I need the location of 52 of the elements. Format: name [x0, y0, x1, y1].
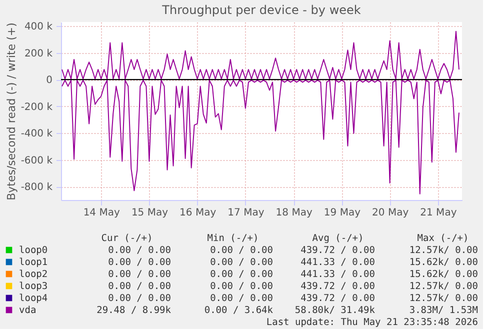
text: 58.80k/ 31.49k [294, 305, 376, 316]
text: 0.00 / 0.00 [210, 257, 274, 268]
y-tick-label: -600 k [20, 155, 53, 166]
y-tick-label: -200 k [20, 102, 53, 113]
text: 439.72 / 0.00 [300, 293, 376, 304]
y-tick-label: 400 k [24, 22, 53, 33]
text: 0.00 / 3.64k [204, 305, 274, 316]
y-tick-label: -800 k [20, 182, 53, 194]
text: 439.72 / 0.00 [300, 245, 376, 256]
text: 0.00 / 0.00 [108, 257, 172, 268]
text: 29.48 / 8.99k [96, 305, 172, 316]
y-tick-label: 0 [46, 75, 52, 86]
text: Max (-/+) [417, 233, 469, 244]
text: Avg (-/+) [312, 233, 364, 244]
text: 12.57k/ 0.00 [409, 281, 478, 292]
text: Last update: Thu May 21 23:35:48 2026 [266, 317, 478, 328]
legend-label: loop1 [19, 257, 48, 268]
text: 15.62k/ 0.00 [409, 269, 478, 280]
text: 12.57k/ 0.00 [409, 245, 478, 256]
y-tick-label: -400 k [20, 128, 53, 140]
legend-label: loop2 [19, 269, 48, 280]
y-tick-label: 200 k [24, 48, 53, 60]
text: 3.83M/ 1.53M [409, 305, 478, 316]
x-tick-label: 16 May [180, 208, 216, 218]
legend-label: loop0 [19, 245, 48, 256]
text: 0.00 / 0.00 [108, 293, 172, 304]
x-tick-label: 15 May [131, 208, 168, 218]
text: 0.00 / 0.00 [108, 245, 172, 256]
chart-title: Throughput per device - by week [161, 3, 361, 18]
x-tick-label: 19 May [324, 208, 361, 218]
text: 15.62k/ 0.00 [409, 257, 478, 268]
text: 441.33 / 0.00 [300, 269, 376, 280]
x-tick-label: 17 May [228, 208, 264, 218]
x-tick-label: 18 May [276, 208, 312, 218]
text: 0.00 / 0.00 [210, 269, 274, 280]
x-tick-label: 20 May [372, 208, 409, 218]
text: 0.00 / 0.00 [108, 281, 172, 292]
text: 441.33 / 0.00 [300, 257, 376, 268]
text: 12.57k/ 0.00 [409, 293, 478, 304]
x-tick-label: 21 May [420, 208, 457, 218]
legend-label: vda [19, 305, 36, 316]
text: 0.00 / 0.00 [210, 293, 274, 304]
text: 439.72 / 0.00 [300, 281, 376, 292]
y-axis-title: Bytes/second read (-) / write (+) [4, 22, 18, 200]
legend-label: loop3 [19, 281, 48, 292]
text: Cur (-/+) [101, 233, 153, 244]
text: 0.00 / 0.00 [210, 245, 274, 256]
text: 0.00 / 0.00 [210, 281, 274, 292]
legend-label: loop4 [19, 293, 48, 304]
text: 0.00 / 0.00 [108, 269, 172, 280]
x-tick-label: 14 May [83, 208, 120, 218]
text: Min (-/+) [207, 233, 259, 244]
